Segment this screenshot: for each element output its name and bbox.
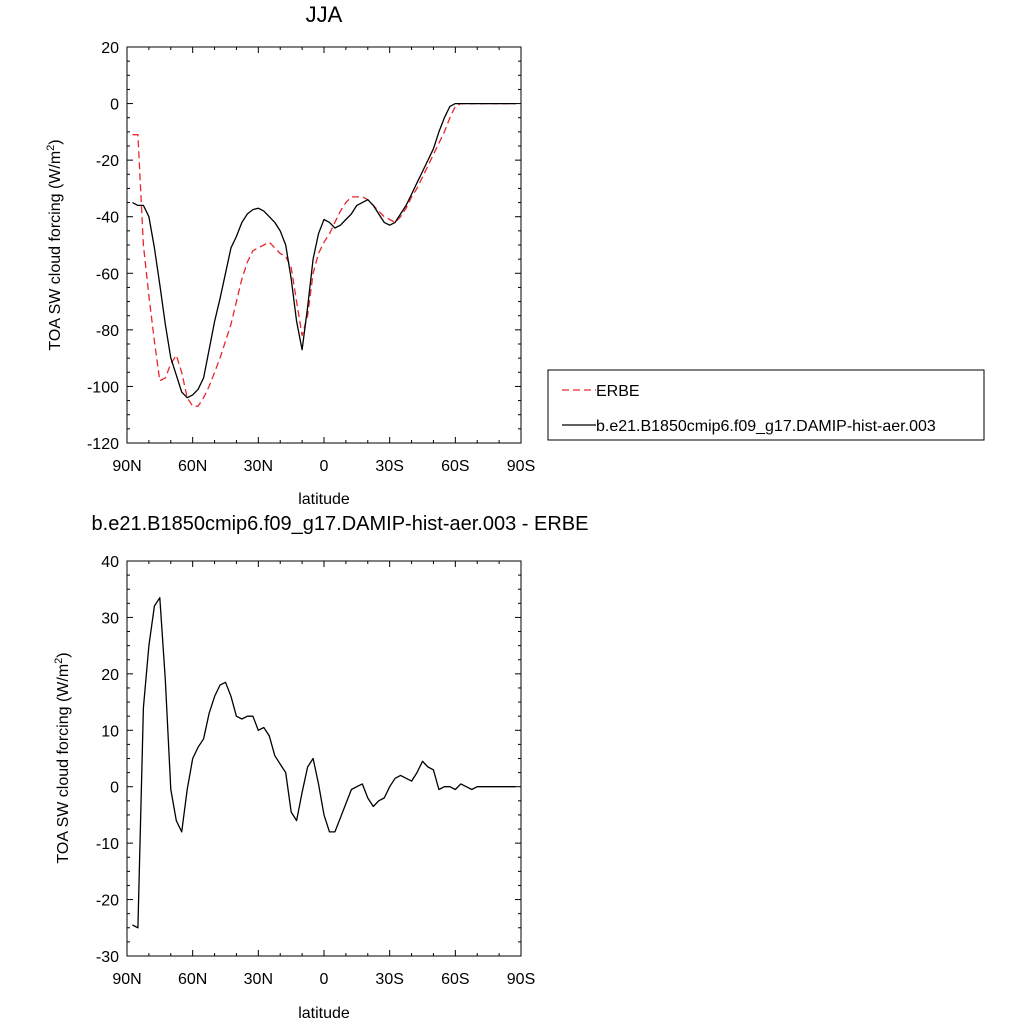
top-y-tick-label: 0 xyxy=(110,97,119,114)
top-chart-title: JJA xyxy=(306,2,343,27)
bottom-y-axis-label-superscript: 2 xyxy=(53,658,65,664)
bottom-chart-title: b.e21.B1850cmip6.f09_g17.DAMIP-hist-aer.… xyxy=(92,513,589,535)
top-y-tick-label: -60 xyxy=(96,266,119,283)
top-x-tick-label: 90N xyxy=(112,458,141,475)
top-y-axis-label-close: ) xyxy=(47,139,64,144)
bottom-series-lines xyxy=(132,597,516,929)
top-panel: JJA TOA SW cloud forcing (W/m2) -120 -100… xyxy=(45,2,985,508)
bottom-y-tick-label: 30 xyxy=(101,610,119,627)
top-y-tick-label: -20 xyxy=(96,153,119,170)
top-y-axis-label-superscript: 2 xyxy=(45,145,57,151)
bottom-panel: b.e21.B1850cmip6.f09_g17.DAMIP-hist-aer.… xyxy=(53,513,588,1022)
top-y-axis-label-main: TOA SW cloud forcing (W/m xyxy=(47,151,64,351)
legend-box xyxy=(547,369,985,441)
top-legend: ERBE b.e21.B1850cmip6.f09_g17.DAMIP-hist… xyxy=(547,369,985,441)
bottom-x-ticks: 90N 60N 30N 0 30S 60S 90S xyxy=(112,561,535,988)
top-series-lines xyxy=(132,102,516,407)
legend-label-model: b.e21.B1850cmip6.f09_g17.DAMIP-hist-aer.… xyxy=(596,418,936,435)
top-y-tick-label: -100 xyxy=(87,379,119,396)
top-x-tick-label: 60N xyxy=(178,458,207,475)
top-plot-frame xyxy=(126,46,522,444)
bottom-x-tick-label: 90N xyxy=(112,971,141,988)
bottom-y-tick-label: 20 xyxy=(101,667,119,684)
bottom-x-tick-label: 90S xyxy=(507,971,535,988)
bottom-x-tick-label: 0 xyxy=(320,971,329,988)
bottom-y-tick-label: 40 xyxy=(101,554,119,571)
bottom-y-tick-label: -30 xyxy=(96,949,119,966)
bottom-y-ticks: -30 -20 -10 0 10 20 30 40 xyxy=(96,554,521,966)
bottom-plot-frame xyxy=(126,560,522,957)
top-y-ticks: -120 -100 -80 -60 -40 -20 0 20 xyxy=(87,40,521,453)
bottom-y-axis-label-main: TOA SW cloud forcing (W/m xyxy=(55,664,72,864)
top-y-tick-label: -40 xyxy=(96,210,119,227)
bottom-x-tick-label: 60N xyxy=(178,971,207,988)
top-x-tick-label: 30N xyxy=(244,458,273,475)
bottom-y-tick-label: 0 xyxy=(110,780,119,797)
top-x-ticks: 90N 60N 30N 0 30S 60S 90S xyxy=(112,47,535,475)
top-y-tick-label: -80 xyxy=(96,323,119,340)
bottom-y-tick-label: -20 xyxy=(96,893,119,910)
top-x-tick-label: 30S xyxy=(375,458,403,475)
top-x-axis-label: latitude xyxy=(298,491,350,508)
bottom-y-tick-label: -10 xyxy=(96,836,119,853)
top-x-tick-label: 60S xyxy=(441,458,469,475)
bottom-y-tick-label: 10 xyxy=(101,723,119,740)
bottom-y-axis-label-close: ) xyxy=(55,652,72,657)
top-x-tick-label: 90S xyxy=(507,458,535,475)
bottom-y-axis-label: TOA SW cloud forcing (W/m2) xyxy=(53,652,72,863)
bottom-x-tick-label: 30N xyxy=(244,971,273,988)
bottom-x-tick-label: 60S xyxy=(441,971,469,988)
top-y-tick-label: 20 xyxy=(101,40,119,57)
legend-label-erbe: ERBE xyxy=(596,383,640,400)
top-y-tick-label: -120 xyxy=(87,436,119,453)
top-y-axis-label: TOA SW cloud forcing (W/m2) xyxy=(45,139,64,350)
top-series-line-1 xyxy=(132,102,516,399)
top-x-tick-label: 0 xyxy=(320,458,329,475)
bottom-series-line-0 xyxy=(132,597,516,929)
bottom-x-axis-label: latitude xyxy=(298,1005,350,1022)
top-series-line-0 xyxy=(132,102,516,407)
bottom-x-tick-label: 30S xyxy=(375,971,403,988)
